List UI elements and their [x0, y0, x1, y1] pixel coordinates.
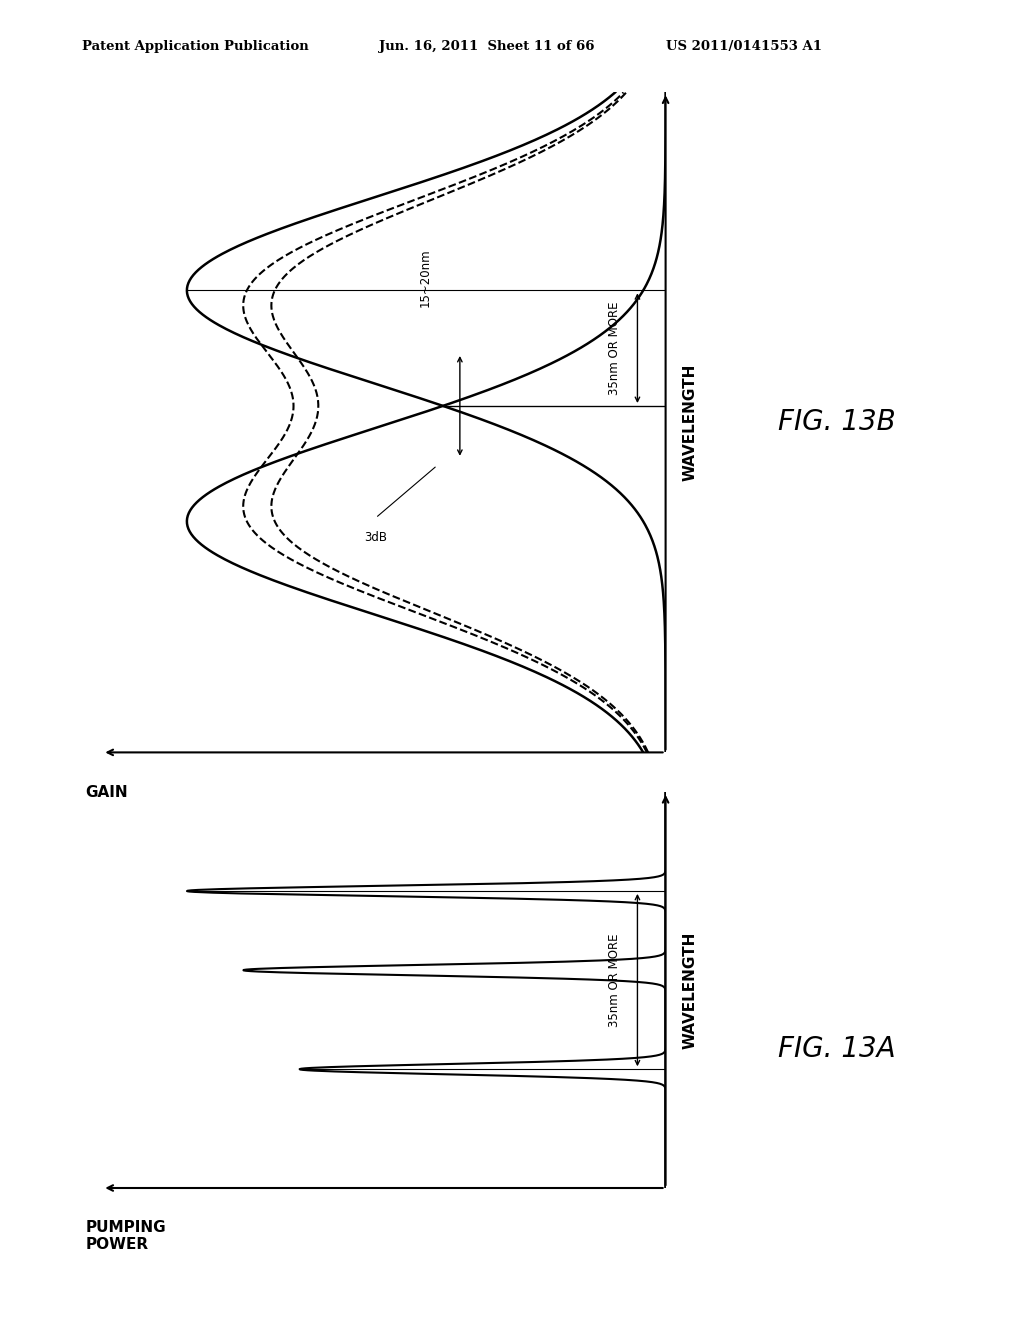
Text: FIG. 13A: FIG. 13A [778, 1035, 896, 1064]
Text: FIG. 13B: FIG. 13B [778, 408, 896, 437]
Text: Jun. 16, 2011  Sheet 11 of 66: Jun. 16, 2011 Sheet 11 of 66 [379, 40, 594, 53]
Text: PUMPING
POWER: PUMPING POWER [86, 1220, 166, 1253]
Text: WAVELENGTH: WAVELENGTH [683, 932, 697, 1048]
Text: 35nm OR MORE: 35nm OR MORE [607, 301, 621, 395]
Text: GAIN: GAIN [86, 785, 128, 800]
Text: 15~20nm: 15~20nm [419, 248, 432, 308]
Text: Patent Application Publication: Patent Application Publication [82, 40, 308, 53]
Text: 3dB: 3dB [364, 532, 387, 544]
Text: WAVELENGTH: WAVELENGTH [683, 364, 697, 480]
Text: US 2011/0141553 A1: US 2011/0141553 A1 [666, 40, 821, 53]
Text: 35nm OR MORE: 35nm OR MORE [607, 933, 621, 1027]
